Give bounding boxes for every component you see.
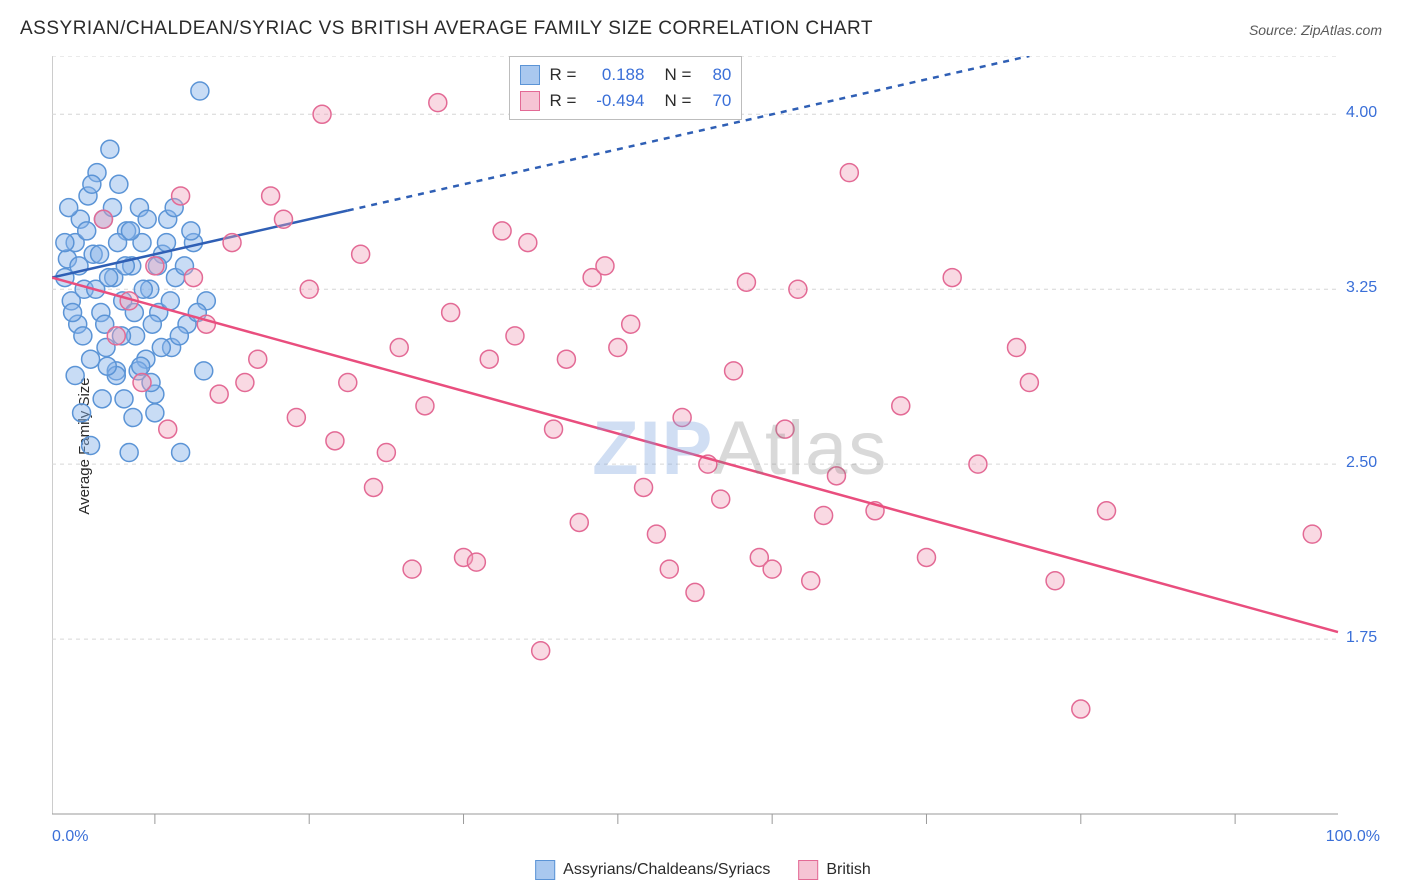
legend-row-series-1: R = -0.494 N = 70 — [520, 88, 732, 114]
legend-swatch-icon — [520, 65, 540, 85]
legend-r-label: R = — [550, 91, 577, 111]
bottom-legend-item-1: British — [798, 860, 870, 880]
legend-r-value: 0.188 — [586, 65, 644, 85]
bottom-legend-label: British — [826, 861, 870, 879]
legend-r-label: R = — [550, 65, 577, 85]
plot-area: 4.00 3.25 2.50 1.75 0.0% 100.0% R = 0.18… — [52, 56, 1384, 846]
legend-swatch-icon — [535, 860, 555, 880]
x-tick-label-max: 100.0% — [1326, 828, 1380, 846]
y-tick-label: 2.50 — [1346, 454, 1377, 472]
y-tick-label: 4.00 — [1346, 104, 1377, 122]
chart-title: ASSYRIAN/CHALDEAN/SYRIAC VS BRITISH AVER… — [20, 18, 873, 40]
bottom-legend-item-0: Assyrians/Chaldeans/Syriacs — [535, 860, 770, 880]
correlation-legend: R = 0.188 N = 80 R = -0.494 N = 70 — [509, 56, 743, 120]
legend-swatch-icon — [520, 91, 540, 111]
legend-n-label: N = — [664, 65, 691, 85]
y-tick-label: 1.75 — [1346, 629, 1377, 647]
legend-n-value: 80 — [701, 65, 731, 85]
bottom-legend: Assyrians/Chaldeans/Syriacs British — [535, 860, 871, 880]
bottom-legend-label: Assyrians/Chaldeans/Syriacs — [563, 861, 770, 879]
legend-r-value: -0.494 — [586, 91, 644, 111]
x-tick-label-min: 0.0% — [52, 828, 88, 846]
legend-row-series-0: R = 0.188 N = 80 — [520, 62, 732, 88]
scatter-plot-svg — [52, 56, 1384, 846]
source-label: Source: ZipAtlas.com — [1249, 22, 1382, 38]
legend-n-value: 70 — [701, 91, 731, 111]
y-tick-label: 3.25 — [1346, 279, 1377, 297]
chart-container: ASSYRIAN/CHALDEAN/SYRIAC VS BRITISH AVER… — [0, 0, 1406, 892]
legend-swatch-icon — [798, 860, 818, 880]
legend-n-label: N = — [664, 91, 691, 111]
